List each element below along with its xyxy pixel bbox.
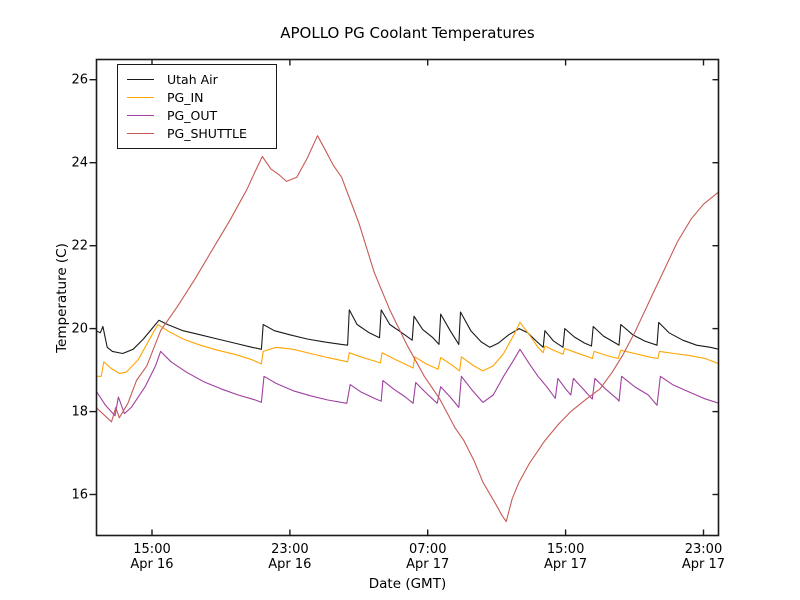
legend-line-swatch xyxy=(127,96,154,98)
legend-line-swatch xyxy=(127,114,154,116)
y-tick-label: 20 xyxy=(71,321,88,337)
legend-label: PG_OUT xyxy=(167,107,218,123)
x-axis-label: Date (GMT) xyxy=(368,576,447,592)
y-axis-label: Temperature (C) xyxy=(54,243,70,353)
legend-item: PG_SHUTTLE xyxy=(127,124,268,142)
y-tick-label: 26 xyxy=(71,72,88,88)
x-tick-label: 23:00 Apr 16 xyxy=(268,542,312,572)
y-tick-label: 22 xyxy=(71,238,88,254)
series-line-Utah Air xyxy=(96,309,719,355)
legend-label: Utah Air xyxy=(167,71,218,87)
legend-line-swatch xyxy=(127,78,154,80)
series-line-PG_IN xyxy=(96,321,719,377)
x-tick-label: 15:00 Apr 16 xyxy=(130,542,174,572)
y-tick-label: 16 xyxy=(71,487,88,503)
legend-label: PG_IN xyxy=(167,89,204,105)
chart-title: APOLLO PG Coolant Temperatures xyxy=(280,24,535,42)
x-tick-label: 15:00 Apr 17 xyxy=(544,542,588,572)
legend-item: PG_IN xyxy=(127,88,268,106)
legend: Utah Air PG_IN PG_OUT PG_SHUTTLE xyxy=(117,64,277,149)
legend-line-swatch xyxy=(127,132,154,134)
axis-ticks xyxy=(89,59,719,536)
x-tick-label: 07:00 Apr 17 xyxy=(406,542,450,572)
plot-frame xyxy=(95,58,720,537)
legend-item: Utah Air xyxy=(127,70,268,88)
x-tick-label: 23:00 Apr 17 xyxy=(681,542,726,572)
y-tick-label: 18 xyxy=(71,404,88,420)
legend-item: PG_OUT xyxy=(127,106,268,124)
series-line-PG_SHUTTLE xyxy=(96,135,719,523)
legend-label: PG_SHUTTLE xyxy=(167,125,247,141)
series-line-PG_OUT xyxy=(96,348,719,417)
y-tick-label: 24 xyxy=(71,155,88,171)
